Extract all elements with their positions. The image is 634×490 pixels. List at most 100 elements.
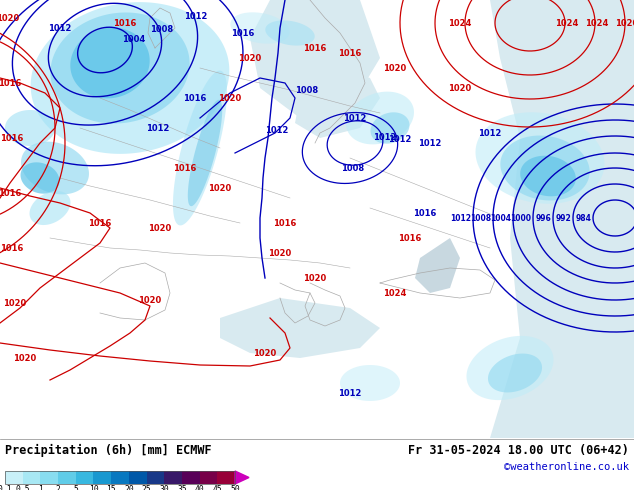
Text: 10: 10	[89, 485, 98, 490]
Polygon shape	[250, 0, 380, 118]
Text: 1012: 1012	[387, 135, 411, 144]
Text: 1016: 1016	[0, 78, 22, 88]
Polygon shape	[521, 156, 576, 196]
Text: 1012: 1012	[48, 24, 72, 32]
Text: 1012: 1012	[146, 123, 170, 132]
Text: 1024: 1024	[585, 19, 609, 27]
Text: 1012: 1012	[373, 133, 396, 142]
Text: 1016: 1016	[173, 164, 197, 172]
Text: 1016: 1016	[0, 189, 22, 197]
Text: 984: 984	[575, 214, 591, 222]
Text: 15: 15	[107, 485, 116, 490]
Text: 996: 996	[535, 214, 551, 222]
Text: 50: 50	[230, 485, 240, 490]
Text: 1008: 1008	[295, 85, 318, 95]
Text: Fr 31-05-2024 18.00 UTC (06+42): Fr 31-05-2024 18.00 UTC (06+42)	[408, 444, 629, 457]
Text: 1012: 1012	[339, 389, 361, 397]
Text: 1020: 1020	[304, 273, 327, 283]
Text: 25: 25	[141, 485, 152, 490]
Text: 20: 20	[124, 485, 134, 490]
Text: 1004: 1004	[490, 214, 511, 222]
Bar	[93, 471, 111, 484]
Text: 30: 30	[159, 485, 169, 490]
Bar	[111, 471, 129, 484]
Text: 1024: 1024	[555, 19, 579, 27]
Text: 1016: 1016	[273, 219, 297, 227]
Text: 1016: 1016	[183, 94, 207, 102]
Text: 1020: 1020	[3, 298, 27, 308]
Polygon shape	[295, 68, 380, 138]
Text: 5: 5	[74, 485, 78, 490]
Text: 1: 1	[38, 485, 43, 490]
Text: 1004: 1004	[122, 35, 145, 44]
Bar	[129, 471, 146, 484]
Polygon shape	[415, 238, 460, 293]
Text: 1012: 1012	[478, 128, 501, 138]
Text: 1020: 1020	[448, 83, 472, 93]
Text: 1008: 1008	[470, 214, 491, 222]
Polygon shape	[235, 471, 249, 484]
Bar	[58, 471, 76, 484]
Text: 1000: 1000	[510, 214, 531, 222]
Text: 1016: 1016	[339, 49, 361, 57]
Polygon shape	[220, 298, 380, 358]
Text: 1012: 1012	[418, 139, 442, 147]
Polygon shape	[20, 162, 60, 194]
Bar	[164, 471, 182, 484]
Text: 1016: 1016	[398, 234, 422, 243]
Text: 1020: 1020	[384, 64, 406, 73]
Text: 1008: 1008	[342, 164, 365, 172]
Bar	[23, 471, 41, 484]
Polygon shape	[5, 110, 55, 146]
Bar	[146, 471, 164, 484]
Polygon shape	[476, 112, 604, 204]
Bar	[182, 471, 200, 484]
Bar	[76, 471, 93, 484]
Text: 1012: 1012	[344, 114, 366, 122]
Text: 1012: 1012	[265, 125, 288, 134]
Text: 0.5: 0.5	[15, 485, 30, 490]
Text: Precipitation (6h) [mm] ECMWF: Precipitation (6h) [mm] ECMWF	[5, 444, 212, 457]
Text: 45: 45	[212, 485, 222, 490]
Text: 2: 2	[56, 485, 60, 490]
Bar	[41, 471, 58, 484]
Text: 1016: 1016	[113, 19, 137, 27]
Text: 1016: 1016	[231, 29, 254, 38]
Text: 1016: 1016	[0, 244, 23, 252]
Text: 1012: 1012	[184, 12, 208, 22]
Polygon shape	[370, 112, 410, 144]
Text: 1012: 1012	[450, 214, 471, 222]
Polygon shape	[70, 27, 150, 98]
Polygon shape	[340, 365, 400, 401]
Bar	[5, 471, 235, 484]
Polygon shape	[21, 142, 89, 195]
Polygon shape	[346, 92, 414, 145]
Polygon shape	[30, 191, 70, 225]
Bar	[200, 471, 217, 484]
Text: 1020: 1020	[268, 248, 292, 258]
Bar	[5, 471, 23, 484]
Text: 1024: 1024	[448, 19, 472, 27]
Text: 1024: 1024	[384, 289, 406, 297]
Text: 1020: 1020	[13, 353, 37, 363]
Polygon shape	[188, 100, 222, 206]
Text: ©weatheronline.co.uk: ©weatheronline.co.uk	[504, 462, 629, 472]
Text: 1020: 1020	[238, 53, 262, 63]
Polygon shape	[30, 2, 230, 154]
Text: 35: 35	[177, 485, 187, 490]
Polygon shape	[230, 12, 290, 44]
Polygon shape	[500, 136, 590, 200]
Text: 1016: 1016	[88, 219, 112, 227]
Bar	[217, 471, 235, 484]
Text: 992: 992	[555, 214, 571, 222]
Polygon shape	[488, 354, 542, 392]
Polygon shape	[51, 12, 190, 123]
Text: 1016: 1016	[303, 44, 327, 52]
Text: 1020: 1020	[0, 14, 20, 23]
Text: 0.1: 0.1	[0, 485, 12, 490]
Text: 1008: 1008	[150, 25, 173, 34]
Polygon shape	[467, 336, 553, 400]
Text: 1020: 1020	[138, 295, 162, 304]
Polygon shape	[490, 0, 634, 438]
Text: 40: 40	[195, 485, 205, 490]
